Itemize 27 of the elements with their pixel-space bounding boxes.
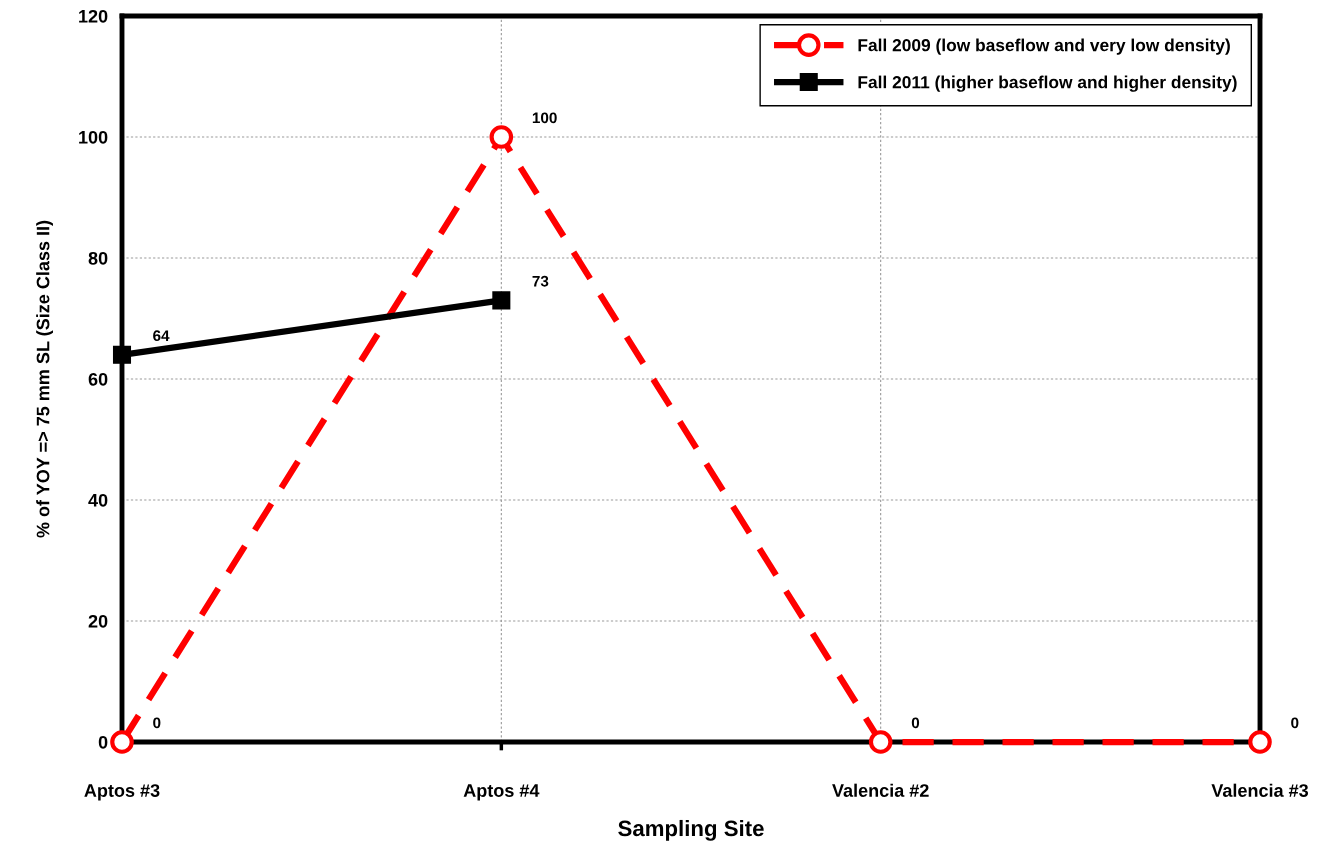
legend-label: Fall 2009 (low baseflow and very low density) xyxy=(858,38,1230,55)
y-axis-title: % of YOY => 75 mm SL (Size Class II) xyxy=(36,220,53,538)
data-label: 0 xyxy=(911,717,920,729)
data-label: 64 xyxy=(153,330,170,342)
x-axis-title: Sampling Site xyxy=(618,819,764,841)
data-label: 100 xyxy=(532,112,557,124)
point xyxy=(489,125,514,149)
point xyxy=(1248,730,1272,754)
y-tick-label: 80 xyxy=(88,251,108,265)
x-tick-label: Valencia #2 xyxy=(832,783,929,797)
data-label: 73 xyxy=(532,275,549,287)
y-tick-label: 40 xyxy=(88,493,108,507)
data-label: 0 xyxy=(153,717,161,729)
y-tick-label: 20 xyxy=(88,614,108,628)
point xyxy=(492,291,511,310)
y-tick-label: 120 xyxy=(79,9,108,23)
point xyxy=(868,730,893,754)
y-tick-label: 100 xyxy=(79,130,108,144)
y-tick-label: 0 xyxy=(98,735,108,749)
x-tick-label: Valencia #3 xyxy=(1211,783,1309,797)
legend-label: Fall 2011 (higher baseflow and higher density) xyxy=(858,75,1237,92)
point xyxy=(110,730,134,754)
y-tick-label: 60 xyxy=(88,372,108,386)
x-tick-label: Aptos #3 xyxy=(84,784,160,801)
data-label: 0 xyxy=(1291,717,1299,729)
x-tick-label: Aptos #4 xyxy=(463,784,540,801)
point xyxy=(112,345,132,364)
